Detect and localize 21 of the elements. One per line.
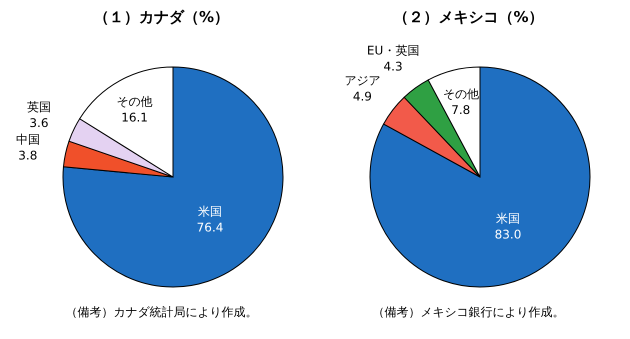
- chart-title: （２）メキシコ（%）: [393, 8, 544, 28]
- slice-label: その他: [116, 94, 153, 109]
- chart-title: （１）カナダ（%）: [94, 8, 230, 28]
- data-label: 7.8: [451, 103, 470, 118]
- data-label: 4.9: [352, 89, 372, 104]
- slice-label: 米国: [198, 204, 222, 219]
- text: （備考）メキシコ銀行により作成。: [372, 304, 564, 321]
- text: （備考）カナダ統計局により作成。: [66, 304, 258, 321]
- slice-label: 米国: [496, 211, 520, 226]
- pie-slice: [62, 66, 284, 288]
- slice-label: アジア: [344, 73, 380, 88]
- data-label: 3.6: [29, 116, 49, 130]
- data-label: 4.3: [384, 60, 403, 74]
- data-label: 16.1: [121, 110, 148, 125]
- slice-label: その他: [442, 87, 479, 102]
- data-label: 76.4: [196, 220, 224, 235]
- data-label: 83.0: [494, 227, 522, 242]
- slice-label: EU・英国: [366, 44, 420, 58]
- slice-label: 英国: [26, 100, 51, 114]
- data-label: 3.8: [18, 148, 38, 163]
- slice-label: 中国: [16, 132, 40, 147]
